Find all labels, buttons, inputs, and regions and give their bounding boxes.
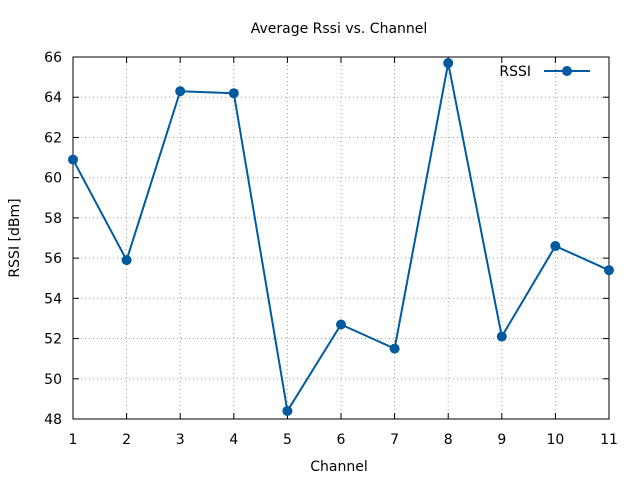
- data-point: [389, 343, 400, 354]
- data-point: [443, 58, 454, 69]
- axis-ticks: [72, 56, 610, 420]
- chart-title: Average Rssi vs. Channel: [251, 21, 428, 37]
- x-tick-label: 3: [176, 432, 185, 448]
- data-point: [550, 241, 561, 252]
- series-line: [72, 62, 610, 412]
- x-axis-title: Channel: [310, 459, 367, 475]
- y-tick-label: 56: [44, 251, 62, 267]
- y-axis-title: RSSI [dBm]: [7, 198, 23, 277]
- data-point: [496, 331, 507, 342]
- data-point: [336, 319, 346, 330]
- data-point: [604, 265, 614, 276]
- data-point: [228, 88, 239, 99]
- x-tick-label: 4: [229, 432, 238, 448]
- x-tick-label: 10: [546, 432, 564, 448]
- y-tick-label: 54: [44, 291, 62, 307]
- x-axis-tick-labels: 1 2 3 4 5 6 7 8 9 10 11: [69, 432, 618, 448]
- legend-label: RSSI: [499, 64, 531, 80]
- x-tick-label: 1: [69, 432, 78, 448]
- x-tick-label: 8: [444, 432, 453, 448]
- y-tick-label: 66: [44, 50, 62, 66]
- grid: [73, 57, 609, 419]
- y-tick-label: 62: [44, 130, 62, 146]
- data-point: [175, 86, 186, 97]
- data-point: [282, 405, 293, 416]
- x-tick-label: 5: [283, 432, 292, 448]
- legend-marker-swatch: [562, 66, 572, 76]
- x-tick-label: 9: [497, 432, 506, 448]
- legend: RSSI: [499, 64, 590, 80]
- x-tick-label: 6: [337, 432, 346, 448]
- x-tick-label: 11: [600, 432, 618, 448]
- data-point: [68, 154, 78, 165]
- x-tick-label: 7: [390, 432, 399, 448]
- data-series: [68, 58, 614, 416]
- y-tick-label: 48: [44, 412, 62, 428]
- y-tick-label: 58: [44, 211, 62, 227]
- y-tick-label: 52: [44, 332, 62, 348]
- y-tick-label: 50: [44, 372, 62, 388]
- data-point: [121, 255, 132, 266]
- y-tick-label: 64: [44, 90, 62, 106]
- y-tick-label: 60: [44, 171, 62, 187]
- x-tick-label: 2: [122, 432, 131, 448]
- y-axis-tick-labels: 48 50 52 54 56 58 60 62 64 66: [44, 50, 62, 428]
